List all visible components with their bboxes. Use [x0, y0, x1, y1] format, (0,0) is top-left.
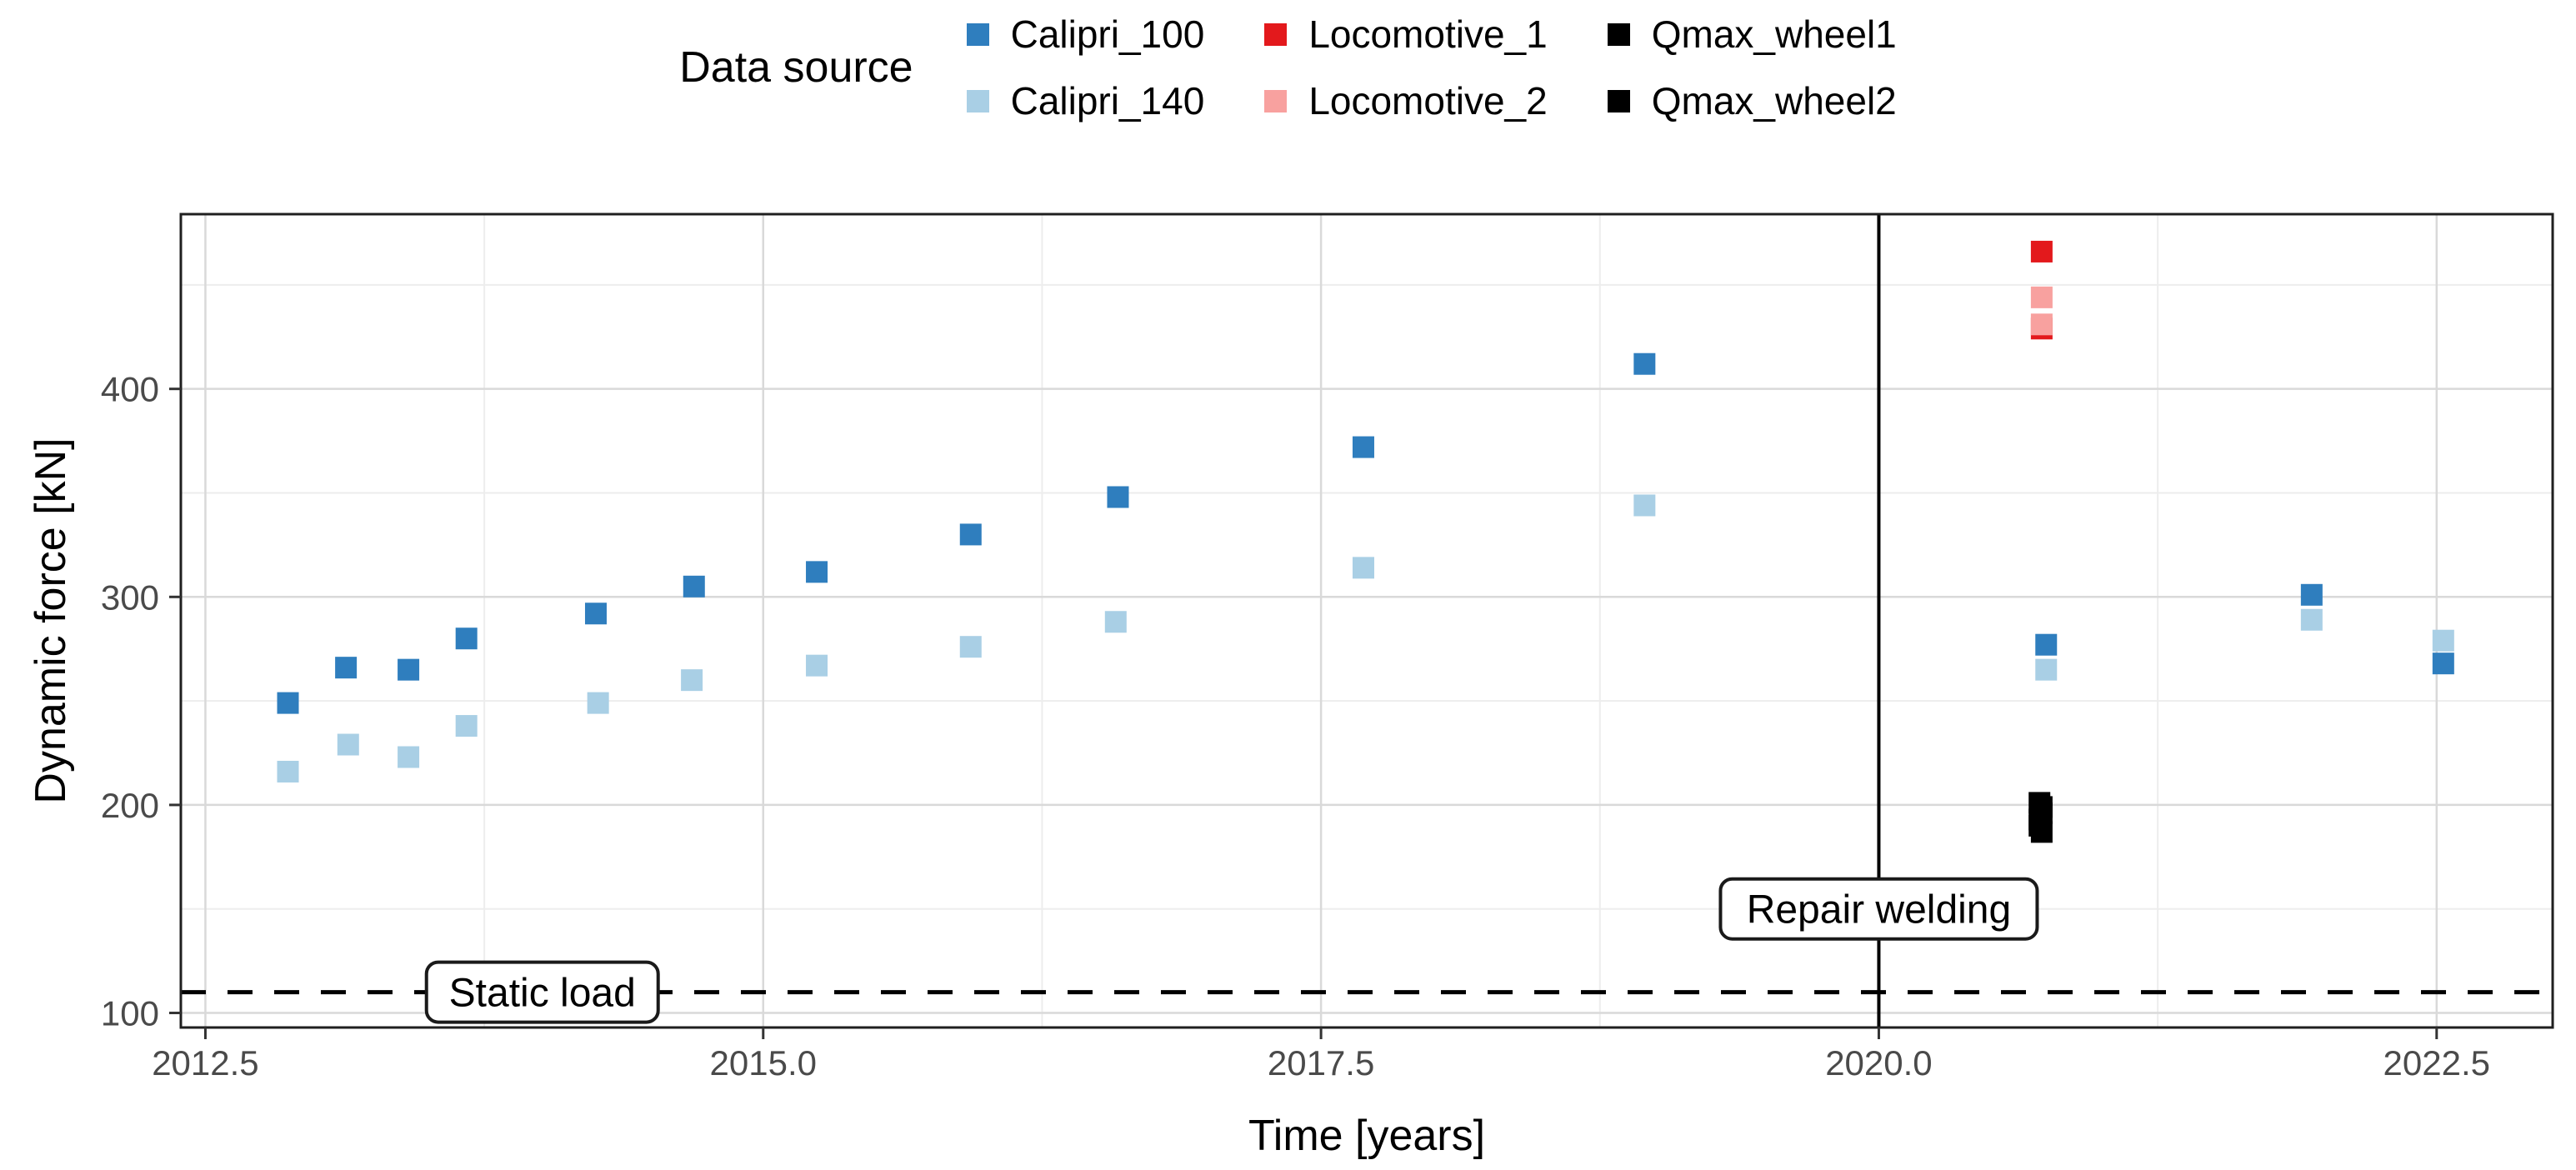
legend-item-Qmax_wheel2: Qmax_wheel2 — [1607, 78, 1897, 123]
x-tick-label: 2022.5 — [2383, 1043, 2490, 1082]
data-point-Calipri_140 — [1633, 494, 1656, 517]
data-point-Calipri_100 — [1352, 436, 1374, 458]
data-point-Calipri_100 — [1107, 486, 1129, 508]
data-point-Calipri_100 — [2432, 652, 2454, 675]
legend-item-Qmax_wheel1: Qmax_wheel1 — [1607, 12, 1897, 57]
x-tick-label: 2017.5 — [1268, 1043, 1374, 1082]
data-point-Calipri_140 — [806, 654, 828, 677]
repair-welding-box — [1718, 877, 2039, 941]
data-point-Calipri_100 — [806, 561, 828, 583]
data-point-Calipri_140 — [2035, 658, 2058, 681]
legend-item-Calipri_100: Calipri_100 — [966, 12, 1205, 57]
data-point-Calipri_100 — [2035, 633, 2058, 656]
panel-border — [179, 212, 2554, 1029]
data-point-Locomotive_1 — [2030, 240, 2053, 262]
x-tick-label: 2015.0 — [710, 1043, 817, 1082]
static-load-label: Static load — [449, 972, 636, 1016]
legend-item-Calipri_140: Calipri_140 — [966, 78, 1205, 123]
data-point-Calipri_100 — [277, 692, 299, 714]
legend-title: Data source — [679, 43, 913, 92]
legend-swatch-icon — [966, 22, 989, 46]
data-point-Calipri_140 — [2300, 608, 2323, 631]
legend-swatch-icon — [1264, 22, 1288, 46]
x-axis-title: Time [years] — [1248, 1112, 1485, 1160]
x-tick-label: 2020.0 — [1825, 1043, 1932, 1082]
data-point-Calipri_140 — [2432, 629, 2454, 652]
legend-item-Locomotive_1: Locomotive_1 — [1264, 12, 1548, 57]
y-tick-label: 100 — [101, 994, 159, 1033]
legend-item-label: Qmax_wheel1 — [1651, 12, 1897, 56]
legend-swatch-icon — [1264, 89, 1288, 112]
data-point-Calipri_100 — [455, 628, 478, 650]
data-point-Calipri_140 — [277, 760, 299, 782]
data-point-Locomotive_2 — [2030, 286, 2053, 308]
data-point-Calipri_100 — [584, 602, 607, 625]
plot-panel — [181, 214, 2553, 1028]
legend-item-label: Locomotive_2 — [1308, 79, 1548, 122]
y-tick-label: 400 — [101, 370, 159, 409]
y-tick-label: 300 — [101, 578, 159, 617]
legend: Data source Calipri_100 Calipri_140 Locomo… — [0, 12, 2576, 123]
data-point-Calipri_100 — [335, 657, 358, 679]
data-point-Calipri_100 — [398, 658, 420, 681]
y-tick-label: 200 — [101, 786, 159, 825]
data-point-Calipri_100 — [2300, 583, 2323, 606]
legend-item-label: Calipri_100 — [1010, 12, 1205, 56]
data-point-Calipri_140 — [337, 733, 359, 756]
data-point-Calipri_140 — [1352, 557, 1374, 579]
repair-welding-label: Repair welding — [1747, 888, 2012, 932]
data-point-Calipri_140 — [587, 692, 609, 714]
data-point-Calipri_140 — [959, 636, 982, 658]
data-point-Calipri_140 — [681, 669, 703, 692]
data-point-Locomotive_2 — [2030, 313, 2053, 336]
data-point-Qmax_wheel2 — [2030, 821, 2053, 843]
static-load-box — [424, 960, 660, 1024]
legend-item-label: Qmax_wheel2 — [1651, 79, 1897, 122]
data-point-Calipri_100 — [959, 523, 982, 546]
data-point-Calipri_100 — [1633, 352, 1656, 375]
data-point-Calipri_140 — [1104, 611, 1127, 633]
x-tick-label: 2012.5 — [152, 1043, 258, 1082]
legend-item-label: Locomotive_1 — [1308, 12, 1548, 56]
legend-item-label: Calipri_140 — [1010, 79, 1205, 122]
data-point-Calipri_100 — [683, 575, 705, 598]
legend-swatch-icon — [966, 89, 989, 112]
legend-item-Locomotive_2: Locomotive_2 — [1264, 78, 1548, 123]
legend-swatch-icon — [1607, 22, 1630, 46]
legend-swatch-icon — [1607, 89, 1630, 112]
data-point-Calipri_140 — [455, 715, 478, 738]
legend-items: Calipri_100 Calipri_140 Locomotive_1 Locomo… — [966, 12, 1897, 123]
y-axis-title: Dynamic force [kN] — [27, 438, 75, 803]
data-point-Calipri_140 — [398, 746, 420, 768]
